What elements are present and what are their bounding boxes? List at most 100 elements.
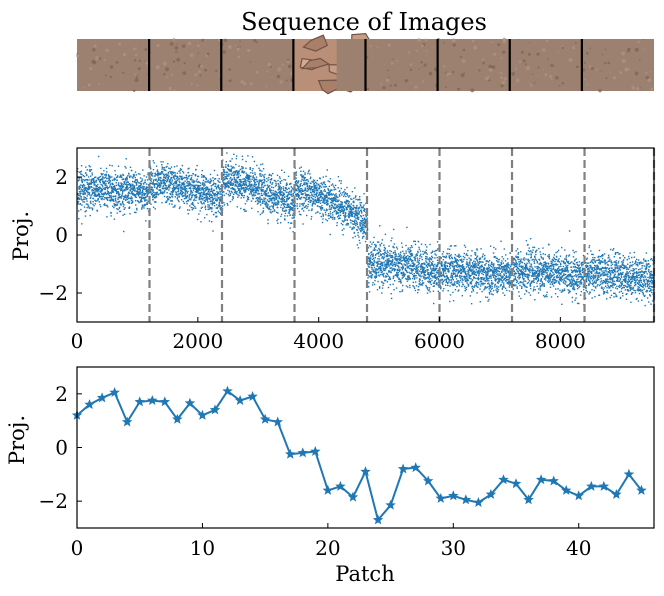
scatter-point [362,221,364,224]
scatter-point [371,251,373,253]
scatter-point [214,193,216,196]
scatter-point [172,189,174,191]
scatter-point [459,279,462,281]
scatter-point [417,291,419,294]
scatter-point [436,249,438,251]
scatter-point [174,174,176,176]
scatter-point [394,268,396,270]
scatter-point [329,233,331,236]
scatter-point [253,194,255,196]
scatter-point [467,269,469,271]
scatter-point [134,171,137,173]
scatter-point [157,175,159,177]
scatter-point [468,275,471,278]
scatter-point [194,205,196,208]
scatter-point [283,192,285,195]
scatter-point [333,206,335,208]
scatter-point [201,206,203,208]
scatter-point [230,179,233,181]
scatter-point [111,179,114,181]
scatter-point [92,191,94,194]
scatter-point [220,193,222,195]
scatter-point [94,189,96,191]
scatter-point [396,248,399,250]
scatter-point [259,200,261,202]
scatter-point [384,259,387,262]
scatter-point [312,198,314,201]
scatter-point [303,177,305,179]
scatter-point [370,257,372,259]
scatter-point [392,264,394,267]
scatter-point [380,254,382,257]
scatter-point [185,190,187,192]
scatter-point [252,187,254,189]
scatter-point [156,180,158,183]
scatter-point [223,204,226,206]
scatter-point [455,269,458,271]
scatter-point [351,207,353,210]
scatter-point [315,200,318,203]
scatter-point [126,183,128,186]
scatter-point [371,267,373,269]
scatter-point [192,204,195,206]
scatter-point [364,220,367,222]
scatter-point [292,188,294,190]
scatter-point [375,253,377,256]
scatter-point [156,169,159,171]
scatter-point [249,185,252,187]
scatter-point [173,184,175,186]
scatter-point [412,262,415,265]
scatter-point [343,208,345,210]
scatter-point [130,175,132,177]
scatter-point [472,279,474,281]
scatter-point [205,178,208,180]
scatter-point [204,184,206,186]
scatter-point [124,165,126,168]
scatter-point [254,188,256,190]
scatter-point [289,207,292,210]
scatter-point [384,279,386,282]
scatter-point [186,203,188,205]
scatter-point [290,182,292,185]
scatter-point [401,246,404,248]
scatter-point [160,182,163,185]
scatter-point [361,229,363,231]
scatter-point [331,197,333,200]
scatter-point [408,275,410,277]
scatter-point [92,203,94,206]
scatter-point [216,199,219,201]
scatter-point [400,251,402,253]
scatter-point [334,216,336,219]
scatter-point [356,214,359,216]
scatter-point [356,204,358,207]
scatter-point [320,193,322,195]
scatter-point [242,167,244,169]
scatter-point [183,181,185,184]
scatter-point [288,183,291,185]
scatter-point [78,188,80,190]
scatter-point [106,204,108,206]
scatter-point [355,209,357,211]
scatter-point [117,188,119,190]
scatter-point [116,176,119,178]
scatter-point [169,187,171,189]
scatter-point [122,178,124,180]
scatter-point [453,283,456,285]
scatter-point [445,272,447,274]
scatter-point [400,260,402,262]
scatter-point [468,272,470,274]
scatter-point [127,175,129,177]
scatter-point [292,194,295,197]
scatter-point [296,195,298,197]
scatter-point [437,248,439,250]
scatter-point [178,196,181,198]
scatter-point [202,182,204,185]
scatter-point [154,186,156,188]
scatter-point [291,222,293,224]
scatter-point [170,200,172,202]
scatter-point [138,201,140,204]
scatter-point [270,197,272,199]
scatter-point [378,274,380,276]
scatter-point [397,265,400,268]
scatter-point [459,270,462,272]
